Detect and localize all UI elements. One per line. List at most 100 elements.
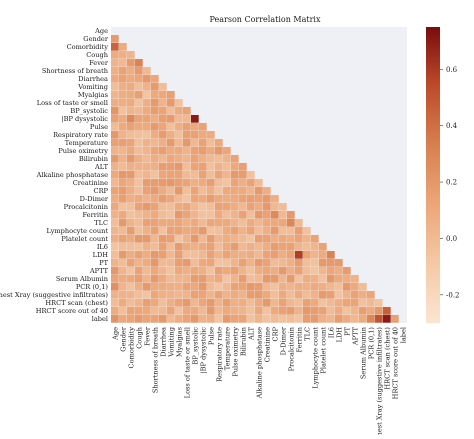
heatmap-cell <box>255 211 263 219</box>
heatmap-cell <box>303 315 311 323</box>
heatmap-cell <box>263 259 271 267</box>
heatmap-cell <box>295 267 303 275</box>
heatmap-cell <box>295 275 303 283</box>
heatmap-cell <box>255 307 263 315</box>
x-tick-label: Platelet count <box>319 327 327 374</box>
heatmap-cell <box>359 315 367 323</box>
heatmap-cell <box>111 139 119 147</box>
heatmap-cell <box>207 251 215 259</box>
heatmap-cell <box>135 315 143 323</box>
heatmap-cell <box>167 299 175 307</box>
heatmap-cell <box>175 283 183 291</box>
heatmap-cell <box>303 235 311 243</box>
y-tick-label: Myalgias <box>78 91 109 99</box>
heatmap-cell <box>215 307 223 315</box>
heatmap-cell <box>231 187 239 195</box>
heatmap-cell <box>231 179 239 187</box>
heatmap-cell <box>167 187 175 195</box>
heatmap-cell <box>175 203 183 211</box>
heatmap-cell <box>143 283 151 291</box>
heatmap-cell <box>303 267 311 275</box>
heatmap-cell <box>359 283 367 291</box>
heatmap-cell <box>159 299 167 307</box>
y-tick-label: PT <box>99 259 108 267</box>
heatmap-cell <box>111 211 119 219</box>
heatmap-cell <box>111 35 119 43</box>
y-tick-labels: AgeGenderComorbidityCoughFeverShortness … <box>0 27 109 323</box>
heatmap-cell <box>327 291 335 299</box>
heatmap-cell <box>183 291 191 299</box>
heatmap-cell <box>111 243 119 251</box>
heatmap-cell <box>271 259 279 267</box>
heatmap-cell <box>135 91 143 99</box>
heatmap-cell <box>223 155 231 163</box>
heatmap-cell <box>135 163 143 171</box>
heatmap-cell <box>287 259 295 267</box>
heatmap-cell <box>119 267 127 275</box>
heatmap-cell <box>111 83 119 91</box>
heatmap-cell <box>263 203 271 211</box>
heatmap-cell <box>127 291 135 299</box>
heatmap-cell <box>143 259 151 267</box>
heatmap-cell <box>319 299 327 307</box>
heatmap-cell <box>135 115 143 123</box>
heatmap-cell <box>111 163 119 171</box>
heatmap-cell <box>199 307 207 315</box>
heatmap-cell <box>167 219 175 227</box>
heatmap-cell <box>135 275 143 283</box>
heatmap-cell <box>263 187 271 195</box>
heatmap-cell <box>231 235 239 243</box>
y-tick-label: D-Dimer <box>80 195 109 203</box>
y-tick-label: Cough <box>86 51 108 59</box>
heatmap-cell <box>111 99 119 107</box>
heatmap-cell <box>135 267 143 275</box>
heatmap-cell <box>111 107 119 115</box>
heatmap-cell <box>111 283 119 291</box>
heatmap-cell <box>247 211 255 219</box>
heatmap-cell <box>207 243 215 251</box>
heatmap-cell <box>135 203 143 211</box>
heatmap-cell <box>119 179 127 187</box>
x-tick-label: PCR (0,1) <box>367 327 375 360</box>
heatmap-cell <box>223 187 231 195</box>
heatmap-cell <box>375 299 383 307</box>
heatmap-cell <box>183 195 191 203</box>
x-tick-label: label <box>399 327 407 343</box>
colorbar-gradient <box>426 27 440 323</box>
heatmap-cell <box>199 179 207 187</box>
heatmap-cell <box>151 195 159 203</box>
heatmap-cell <box>143 139 151 147</box>
heatmap-cell <box>239 267 247 275</box>
heatmap-cell <box>191 243 199 251</box>
heatmap-cell <box>255 203 263 211</box>
heatmap-cell <box>111 307 119 315</box>
heatmap-cell <box>175 163 183 171</box>
heatmap-cell <box>351 283 359 291</box>
heatmap-cell <box>271 219 279 227</box>
y-tick-label: Alkaline phosphatase <box>36 171 108 179</box>
heatmap-cell <box>255 267 263 275</box>
heatmap-cell <box>151 291 159 299</box>
x-tick-label: D-Dimer <box>279 326 287 355</box>
x-tick-label: Gender <box>119 326 127 352</box>
heatmap-cell <box>183 227 191 235</box>
heatmap-cell <box>327 275 335 283</box>
heatmap-cell <box>143 123 151 131</box>
heatmap-cell <box>303 283 311 291</box>
y-tick-label: Procalcitonin <box>64 203 109 211</box>
heatmap-cell <box>311 267 319 275</box>
heatmap-cell <box>279 219 287 227</box>
heatmap-cell <box>159 115 167 123</box>
heatmap-cell <box>279 267 287 275</box>
heatmap-cell <box>207 187 215 195</box>
heatmap-cell <box>239 259 247 267</box>
heatmap-cell <box>287 267 295 275</box>
heatmap-cell <box>119 243 127 251</box>
heatmap-cell <box>199 131 207 139</box>
heatmap-cell <box>295 299 303 307</box>
heatmap-cell <box>327 251 335 259</box>
heatmap-cell <box>263 291 271 299</box>
heatmap-cell <box>191 131 199 139</box>
heatmap-cell <box>191 227 199 235</box>
heatmap-cell <box>175 179 183 187</box>
